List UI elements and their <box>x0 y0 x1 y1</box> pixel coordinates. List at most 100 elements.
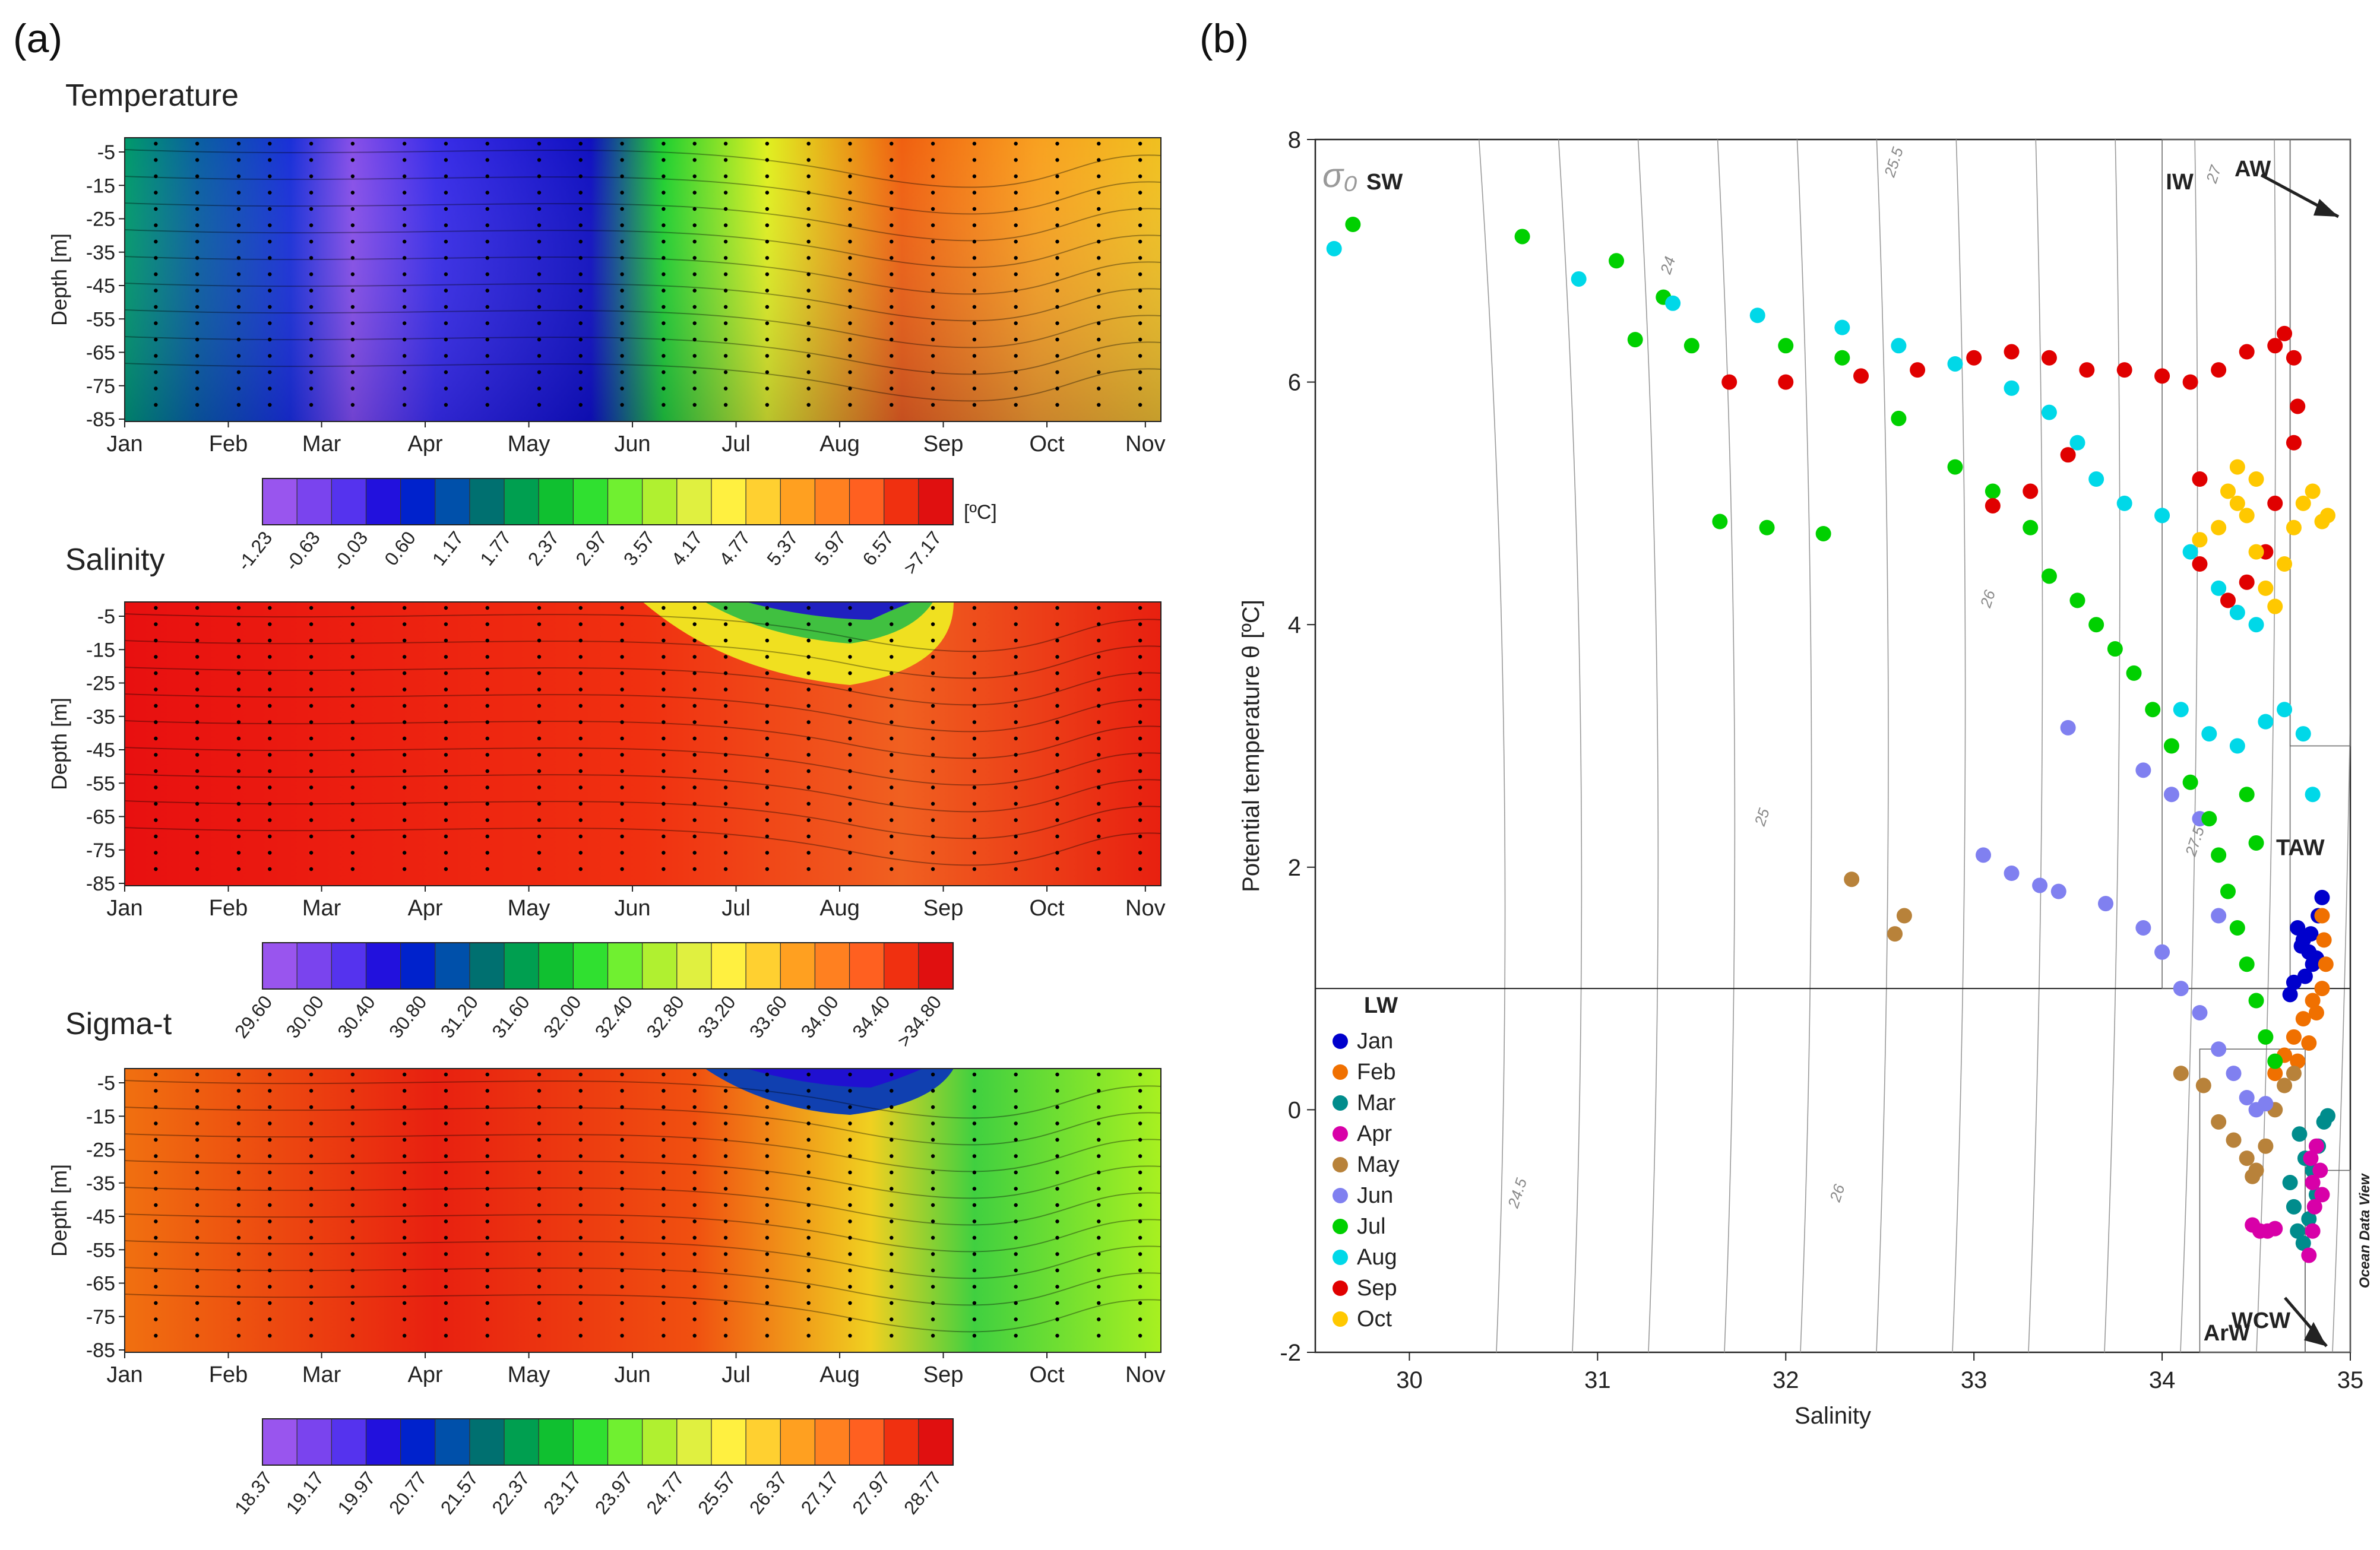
colorbar-tick-label: 20.77 <box>385 1467 431 1518</box>
station-dot <box>578 867 583 871</box>
data-point <box>2182 374 2198 390</box>
station-dot <box>485 289 489 293</box>
station-dot <box>444 720 448 724</box>
y-tick-label: 8 <box>1288 127 1301 153</box>
station-dot <box>268 1301 272 1305</box>
station-dot <box>485 158 489 162</box>
station-dot <box>1014 174 1018 179</box>
station-dot <box>402 321 407 325</box>
station-dot <box>620 239 624 244</box>
station-dot <box>402 1203 407 1207</box>
station-dot <box>1055 386 1059 391</box>
colorbar-tick-label: 32.40 <box>591 991 637 1042</box>
station-dot <box>350 1268 355 1273</box>
station-dot <box>350 703 355 708</box>
station-dot <box>662 638 666 643</box>
station-dot <box>890 174 894 179</box>
station-dot <box>485 720 489 724</box>
station-dot <box>309 305 314 309</box>
month-tick-label: Nov <box>1125 432 1166 457</box>
data-point <box>2314 908 2330 924</box>
station-dot <box>723 174 728 179</box>
legend-marker <box>1333 1156 1348 1172</box>
station-dot <box>1055 1252 1059 1256</box>
station-dot <box>444 305 448 309</box>
station-dot <box>723 1137 728 1142</box>
data-point <box>2201 726 2217 742</box>
colorbar-tick-label: 27.97 <box>848 1467 894 1518</box>
station-dot <box>485 1301 489 1305</box>
data-point <box>2258 714 2274 730</box>
station-dot <box>402 1235 407 1240</box>
station-dot <box>236 1268 241 1273</box>
station-dot <box>931 785 935 790</box>
station-dot <box>723 321 728 325</box>
colorbar-frame <box>262 942 954 990</box>
data-point <box>2023 483 2039 499</box>
station-dot <box>1138 239 1142 244</box>
station-dot <box>1014 606 1018 610</box>
station-dot <box>236 769 241 774</box>
isopycnal-line <box>1952 140 1966 1352</box>
data-point <box>2314 1187 2330 1203</box>
station-dot <box>444 1268 448 1273</box>
station-dot <box>444 272 448 277</box>
station-dot <box>931 207 935 211</box>
station-dot <box>195 736 200 741</box>
station-dot <box>268 801 272 806</box>
data-point <box>2319 1108 2335 1124</box>
station-dot <box>692 191 697 195</box>
station-dot <box>485 638 489 643</box>
station-dot <box>848 1154 852 1158</box>
station-dot <box>890 386 894 391</box>
station-dot <box>537 1203 542 1207</box>
station-dot <box>890 1333 894 1338</box>
station-dot <box>890 753 894 757</box>
depth-tick-label: -55 <box>86 1239 115 1261</box>
data-point <box>2041 350 2057 366</box>
station-dot <box>765 671 770 676</box>
colorbar-tick-label: 31.60 <box>488 991 534 1042</box>
station-dot <box>350 638 355 643</box>
station-dot <box>485 769 489 774</box>
data-point <box>1853 368 1869 384</box>
station-dot <box>848 1285 852 1289</box>
data-point <box>2314 889 2330 905</box>
station-dot <box>620 223 624 227</box>
data-point <box>2135 920 2151 936</box>
station-dot <box>236 1121 241 1126</box>
station-dot <box>350 1285 355 1289</box>
station-dot <box>692 736 697 741</box>
panel-label-a: (a) <box>13 16 62 61</box>
station-dot <box>662 402 666 407</box>
station-dot <box>662 720 666 724</box>
station-dot <box>537 801 542 806</box>
station-dot <box>1097 622 1101 626</box>
data-point <box>2258 1029 2274 1045</box>
station-dot <box>1138 305 1142 309</box>
station-dot <box>620 818 624 822</box>
data-point <box>1609 253 1625 269</box>
station-dot <box>309 1203 314 1207</box>
colorbar-tick-label: 27.17 <box>796 1467 843 1518</box>
station-dot <box>1097 818 1101 822</box>
station-dot <box>578 174 583 179</box>
station-dot <box>806 337 811 342</box>
station-dot <box>485 256 489 260</box>
station-dot <box>1055 753 1059 757</box>
station-dot <box>890 1285 894 1289</box>
station-dot <box>578 305 583 309</box>
station-dot <box>578 720 583 724</box>
station-dot <box>723 191 728 195</box>
station-dot <box>890 402 894 407</box>
colorbar-cell <box>884 478 919 525</box>
station-dot <box>154 223 158 227</box>
station-dot <box>723 141 728 146</box>
station-dot <box>890 1252 894 1256</box>
station-dot <box>931 818 935 822</box>
station-dot <box>1097 834 1101 839</box>
station-dot <box>972 305 977 309</box>
station-dot <box>236 402 241 407</box>
station-dot <box>972 671 977 676</box>
station-dot <box>444 736 448 741</box>
